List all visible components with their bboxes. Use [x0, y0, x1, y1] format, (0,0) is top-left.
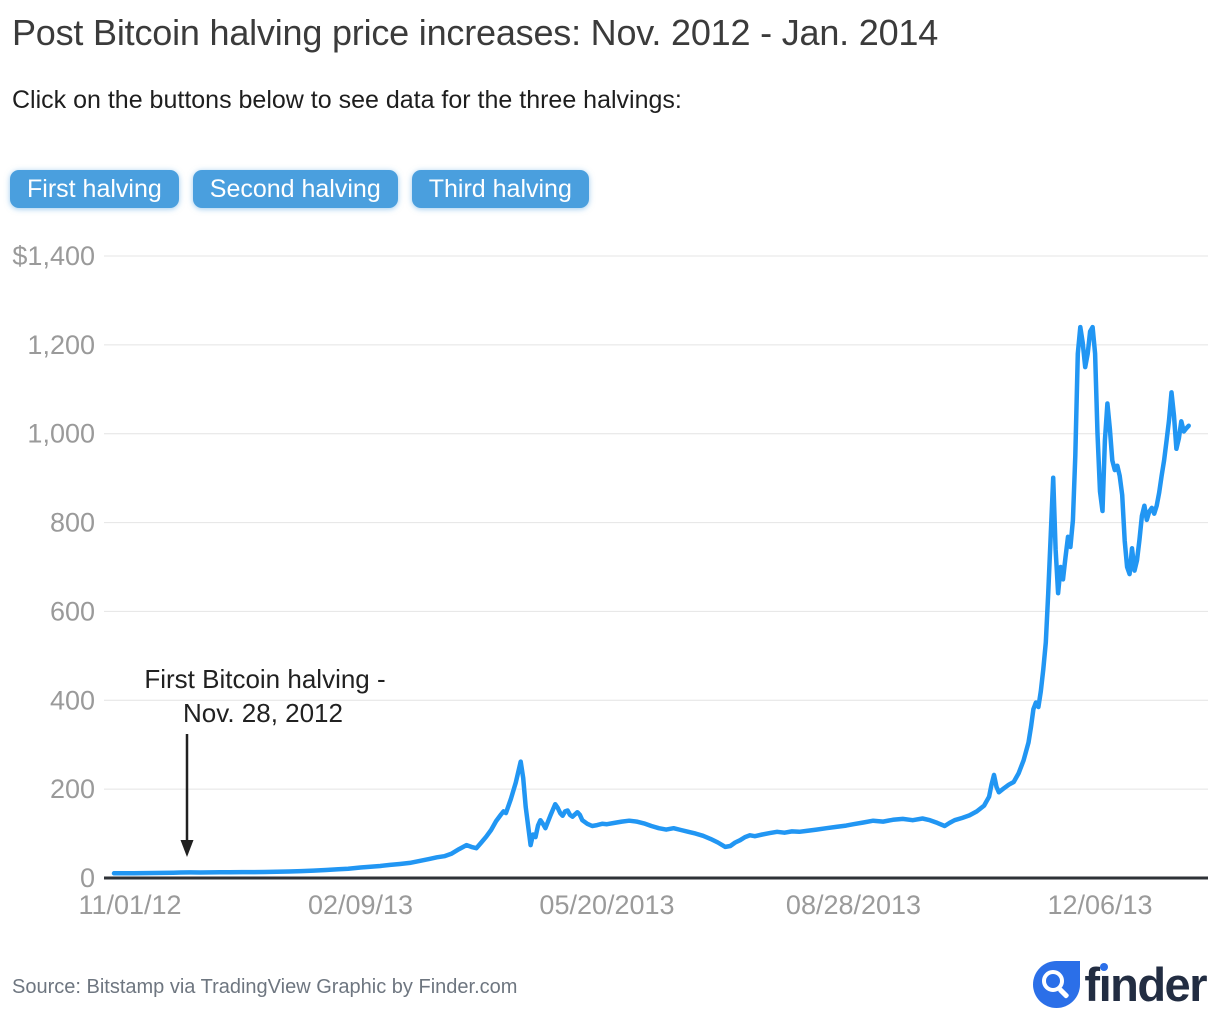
y-axis-label: 1,000 — [27, 419, 95, 449]
x-axis-label: 08/28/2013 — [786, 890, 921, 920]
source-text: Source: Bitstamp via TradingView Graphic… — [12, 976, 518, 998]
magnifier-handle — [1057, 986, 1070, 999]
y-axis-label: 200 — [50, 774, 95, 804]
y-axis-label: 600 — [50, 596, 95, 626]
y-axis-label: 400 — [50, 685, 95, 715]
first-halving-button[interactable]: First halving — [10, 170, 179, 208]
brand-i: ı — [1098, 957, 1112, 1011]
annotation-line2: Nov. 28, 2012 — [183, 698, 343, 728]
finder-wordmark: f ı nder — [1084, 957, 1207, 1011]
magnifier-icon — [1033, 960, 1081, 1008]
y-axis-label: 0 — [80, 863, 95, 893]
y-axis-label: 1,200 — [27, 330, 95, 360]
x-axis-label: 02/09/13 — [308, 890, 413, 920]
x-axis-label: 11/01/12 — [78, 890, 181, 920]
y-axis-label: 800 — [50, 508, 95, 538]
magnifier-lens — [1042, 969, 1065, 992]
brand-text: f — [1084, 957, 1100, 1011]
x-axis-label: 05/20/2013 — [539, 890, 674, 920]
brand-text: nder — [1110, 957, 1207, 1011]
annotation-arrow-head — [180, 840, 194, 857]
annotation-line1: First Bitcoin halving - — [144, 664, 385, 694]
second-halving-button[interactable]: Second halving — [192, 170, 398, 208]
subtitle: Click on the buttons below to see data f… — [12, 86, 682, 114]
x-axis-label: 12/06/13 — [1047, 890, 1152, 920]
price-line — [111, 324, 1191, 876]
finder-logo[interactable]: f ı nder — [1033, 957, 1207, 1011]
halving-button-row: First halving Second halving Third halvi… — [10, 170, 589, 208]
third-halving-button[interactable]: Third halving — [411, 170, 589, 208]
y-axis-label: $1,400 — [12, 241, 95, 271]
page-title: Post Bitcoin halving price increases: No… — [12, 12, 939, 53]
